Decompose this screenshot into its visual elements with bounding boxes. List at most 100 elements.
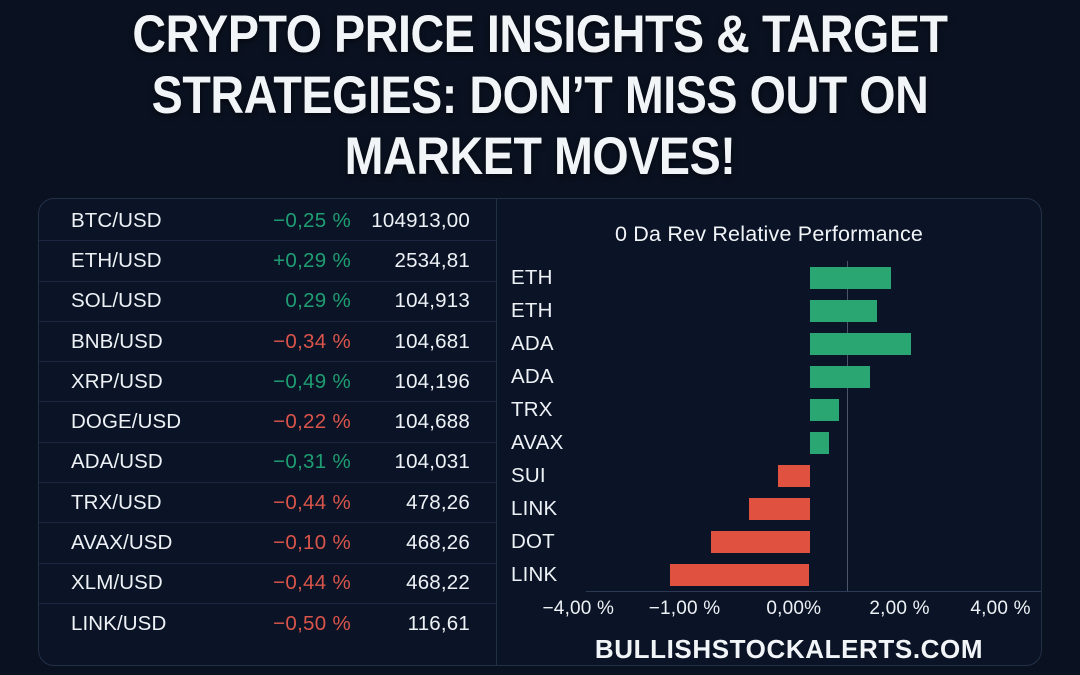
chart-category-label: LINK (511, 496, 558, 520)
quote-symbol: DOGE/USD (71, 410, 182, 434)
chart-bar-row: ETH (511, 261, 1029, 294)
quote-change: −0,10 % (273, 531, 351, 555)
x-axis-tick: 0,00% (766, 598, 822, 619)
chart-bar[interactable] (710, 530, 810, 553)
quote-change: +0,29 % (273, 248, 351, 272)
x-axis-line (586, 591, 1041, 592)
dashboard-card: BTC/USD −0,25 % 104913,00 ETH/USD +0,29 % 253… (38, 198, 1042, 666)
page-title: CRYPTO PRICE INSIGHTS & TARGET STRATEGIE… (65, 4, 1015, 187)
chart-plot-area: ETH ETH ADA ADA TRX AVAX SUI LINK DOT LINK (511, 261, 1029, 591)
quote-symbol: XRP/USD (71, 369, 163, 393)
table-row[interactable]: ETH/USD +0,29 % 2534,81 (39, 241, 496, 282)
quote-price: 104,031 (394, 450, 470, 474)
chart-bar-row: ADA (511, 360, 1029, 393)
chart-bar-row: DOT (511, 525, 1029, 558)
x-axis-tick: 2,00 % (869, 598, 930, 619)
chart-title: 0 Da Rev Relative Performance (614, 222, 924, 246)
table-row[interactable]: AVAX/USD −0,10 % 468,26 (39, 523, 496, 564)
quote-change: −0,44 % (273, 571, 351, 595)
quote-change: −0,31 % (273, 450, 351, 474)
quote-price: 104,913 (394, 289, 470, 313)
table-row[interactable]: BTC/USD −0,25 % 104913,00 (39, 201, 496, 242)
chart-bar-track (586, 294, 1029, 327)
table-row[interactable]: DOGE/USD −0,22 % 104,688 (39, 402, 496, 443)
quote-change: −0,50 % (273, 612, 351, 636)
quote-symbol: LINK/USD (71, 612, 167, 636)
chart-category-label: SUI (511, 463, 546, 487)
chart-bar-row: LINK (511, 492, 1029, 525)
quote-symbol: XLM/USD (71, 571, 163, 595)
chart-bar[interactable] (749, 497, 810, 520)
quote-change: −0,22 % (273, 410, 351, 434)
quote-symbol: BNB/USD (71, 329, 163, 353)
table-row[interactable]: TRX/USD −0,44 % 478,26 (39, 483, 496, 524)
quote-symbol: ADA/USD (71, 450, 163, 474)
x-axis-tick: −4,00 % (542, 598, 615, 619)
quote-change: 0,29 % (285, 289, 351, 313)
chart-bar[interactable] (809, 266, 892, 289)
quote-price: 468,22 (406, 571, 470, 595)
chart-bar-track (586, 393, 1029, 426)
chart-bar-row: ETH (511, 294, 1029, 327)
chart-bar-row: ADA (511, 327, 1029, 360)
page-title-line-3: MARKET MOVES! (344, 127, 736, 186)
chart-bar-track (586, 426, 1029, 459)
quote-price: 104,681 (394, 329, 470, 353)
chart-bar[interactable] (669, 563, 810, 586)
quote-symbol: BTC/USD (71, 208, 162, 232)
quote-symbol: TRX/USD (71, 490, 162, 514)
page-title-line-2: STRATEGIES: DON’T MISS OUT ON (151, 66, 929, 125)
table-row[interactable]: XLM/USD −0,44 % 468,22 (39, 564, 496, 604)
x-axis-tick: −1,00 % (648, 598, 721, 619)
chart-bar[interactable] (809, 299, 878, 322)
table-row[interactable]: ADA/USD −0,31 % 104,031 (39, 443, 496, 484)
chart-bar[interactable] (809, 332, 911, 355)
chart-category-label: ADA (511, 364, 554, 388)
quote-symbol: SOL/USD (71, 289, 162, 313)
page-title-line-1: CRYPTO PRICE INSIGHTS & TARGET (132, 5, 948, 64)
table-row[interactable]: BNB/USD −0,34 % 104,681 (39, 322, 496, 363)
chart-bar[interactable] (809, 431, 829, 454)
chart-bar-track (586, 459, 1029, 492)
chart-bar-track (586, 558, 1029, 591)
quote-price: 104913,00 (371, 208, 470, 232)
chart-bar-track (586, 327, 1029, 360)
chart-bar-track (586, 525, 1029, 558)
chart-category-label: ETH (511, 298, 553, 322)
quote-price: 116,61 (407, 612, 470, 636)
chart-bar[interactable] (778, 464, 810, 487)
chart-bar-track (586, 261, 1029, 294)
chart-category-label: LINK (511, 562, 558, 586)
chart-category-label: DOT (511, 529, 555, 553)
quote-price: 468,26 (406, 531, 470, 555)
chart-bar[interactable] (809, 398, 840, 421)
quote-price: 478,26 (406, 490, 470, 514)
table-row[interactable]: SOL/USD 0,29 % 104,913 (39, 282, 496, 322)
x-axis-tick: 4,00 % (970, 598, 1031, 619)
performance-chart-panel: 0 Da Rev Relative Performance ETH ETH ADA A… (497, 199, 1041, 665)
quote-price: 104,196 (394, 369, 470, 393)
chart-category-label: ADA (511, 331, 554, 355)
chart-bar-row: TRX (511, 393, 1029, 426)
quote-change: −0,25 % (273, 208, 351, 232)
quote-change: −0,44 % (273, 490, 351, 514)
table-row[interactable]: XRP/USD −0,49 % 104,196 (39, 362, 496, 403)
table-row[interactable]: LINK/USD −0,50 % 116,61 (39, 604, 496, 644)
zero-reference-line (847, 261, 849, 591)
chart-category-label: AVAX (511, 430, 564, 454)
quote-price: 104,688 (394, 410, 470, 434)
chart-category-label: TRX (511, 397, 553, 421)
quote-table: BTC/USD −0,25 % 104913,00 ETH/USD +0,29 % 253… (39, 199, 497, 665)
chart-category-label: ETH (511, 265, 553, 289)
quote-symbol: ETH/USD (71, 248, 162, 272)
chart-bar-row: AVAX (511, 426, 1029, 459)
quote-price: 2534,81 (394, 248, 470, 272)
chart-bar-row: SUI (511, 459, 1029, 492)
brand-footer: BULLISHSTOCKALERTS.COM (594, 634, 984, 664)
quote-symbol: AVAX/USD (71, 531, 173, 555)
chart-bar[interactable] (809, 365, 870, 388)
quote-change: −0,49 % (273, 369, 351, 393)
quote-change: −0,34 % (273, 329, 351, 353)
chart-bar-track (586, 360, 1029, 393)
x-axis-tick-labels: −4,00 % −1,00 % 0,00% 2,00 % 4,00 % (511, 598, 1031, 628)
